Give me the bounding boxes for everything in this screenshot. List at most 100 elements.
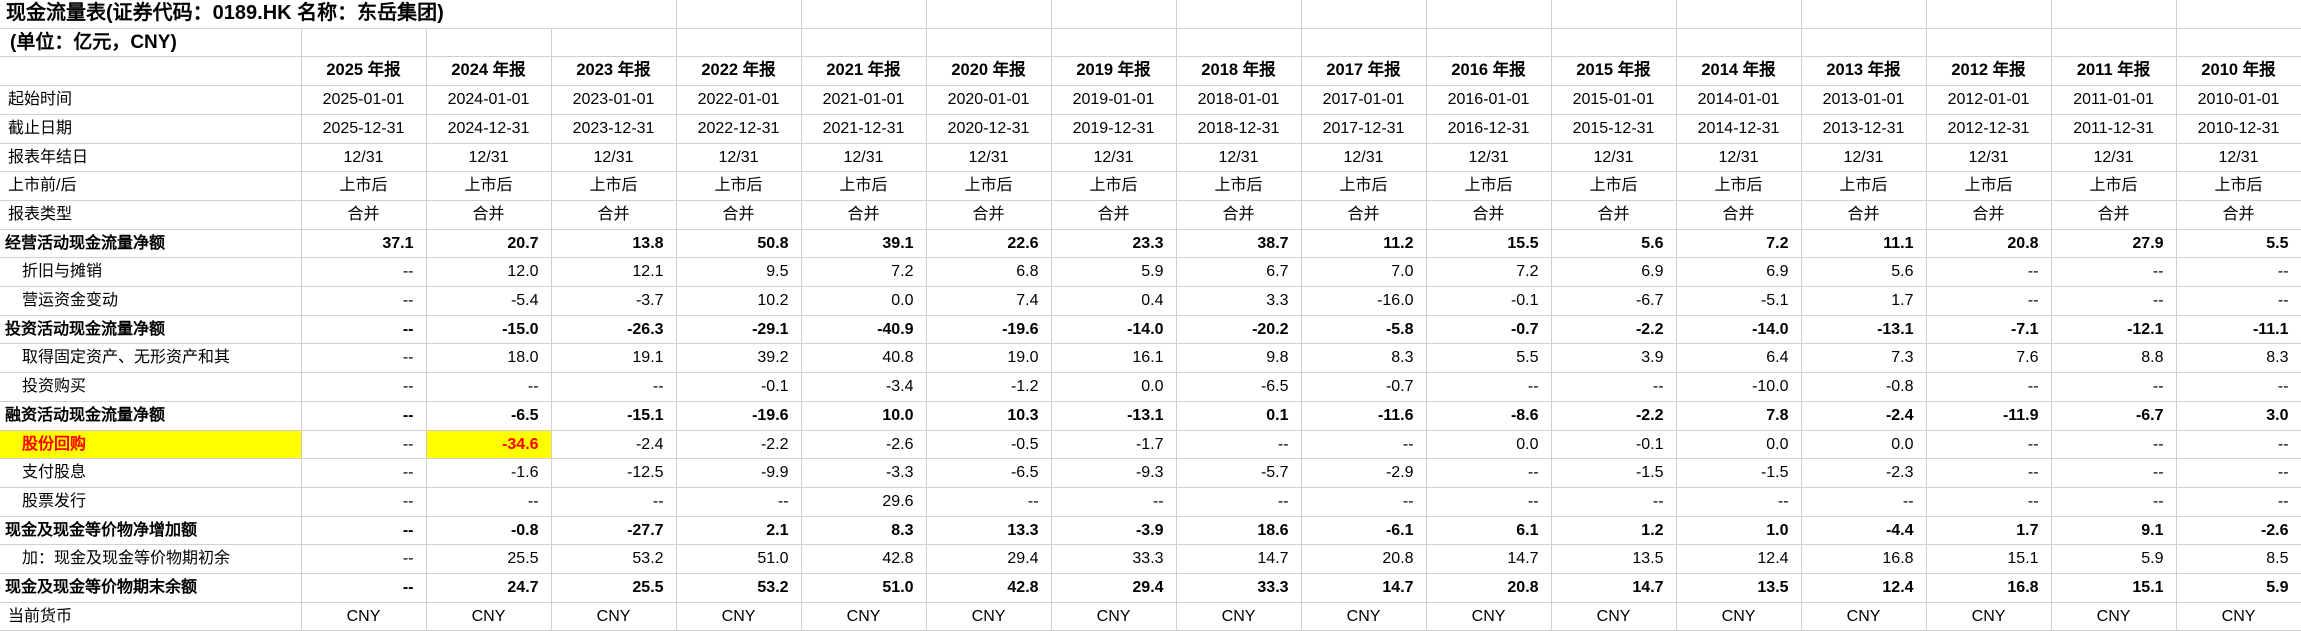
cell: --: [551, 372, 677, 402]
cell: -19.6: [676, 401, 802, 431]
report-title: 现金流量表(证券代码：0189.HK 名称：东岳集团): [0, 0, 552, 29]
cell: 7.3: [1801, 343, 1927, 374]
cell: -40.9: [801, 315, 927, 345]
cell: -15.1: [551, 401, 677, 431]
cell: 合并: [1801, 200, 1927, 230]
cell: -0.1: [1551, 430, 1677, 460]
cell: 2017-12-31: [1301, 114, 1427, 144]
cell: 20.8: [1926, 229, 2052, 259]
cell: 合并: [551, 200, 677, 230]
cell: -3.4: [801, 372, 927, 402]
row-label: 折旧与摊销: [0, 257, 302, 288]
cell: CNY: [1426, 602, 1552, 631]
cell: 8.3: [801, 516, 927, 546]
cell: 15.5: [1426, 229, 1552, 259]
cell: -34.6: [426, 430, 552, 460]
cell: 2016-12-31: [1426, 114, 1552, 144]
cell: 53.2: [551, 544, 677, 575]
cell: 2018-12-31: [1176, 114, 1302, 144]
row-label: 现金及现金等价物净增加额: [0, 516, 302, 546]
cell: 16.1: [1051, 343, 1177, 374]
cell: --: [2176, 286, 2301, 316]
cell: 2022-01-01: [676, 85, 802, 115]
cell: 合并: [1426, 200, 1552, 230]
cell: -12.5: [551, 458, 677, 488]
cell: 上市后: [2051, 171, 2177, 201]
cell: 14.7: [1301, 573, 1427, 603]
empty-cell: [1801, 0, 1927, 29]
cell: 1.7: [1926, 516, 2052, 546]
cell: -8.6: [1426, 401, 1552, 431]
cell: -6.5: [926, 458, 1052, 488]
cell: 9.8: [1176, 343, 1302, 374]
cell: 13.5: [1551, 544, 1677, 575]
year-column-header: 2023 年报: [551, 56, 677, 87]
row-label: 报表年结日: [0, 143, 302, 173]
cell: --: [2176, 458, 2301, 488]
cell: 12/31: [1176, 143, 1302, 173]
cell: 14.7: [1426, 544, 1552, 575]
cell: 9.5: [676, 257, 802, 288]
cell: 合并: [1051, 200, 1177, 230]
cell: 5.6: [1551, 229, 1677, 259]
empty-cell: [2051, 0, 2177, 29]
cell: 2020-01-01: [926, 85, 1052, 115]
cell: --: [2051, 286, 2177, 316]
cell: -20.2: [1176, 315, 1302, 345]
cell: -2.3: [1801, 458, 1927, 488]
cell: 10.0: [801, 401, 927, 431]
cell: 7.8: [1676, 401, 1802, 431]
cell: 2024-12-31: [426, 114, 552, 144]
cell: 上市后: [1801, 171, 1927, 201]
cell: 2018-01-01: [1176, 85, 1302, 115]
cell: -3.7: [551, 286, 677, 316]
cell: --: [926, 487, 1052, 517]
cell: 13.5: [1676, 573, 1802, 603]
cell: 6.4: [1676, 343, 1802, 374]
year-column-header: 2014 年报: [1676, 56, 1802, 87]
cell: 42.8: [801, 544, 927, 575]
cell: CNY: [801, 602, 927, 631]
cell: -0.7: [1426, 315, 1552, 345]
cell: --: [2176, 372, 2301, 402]
cell: -13.1: [1801, 315, 1927, 345]
cell: 20.8: [1301, 544, 1427, 575]
cell: 5.6: [1801, 257, 1927, 288]
cell: --: [1301, 430, 1427, 460]
row-label: 报表类型: [0, 200, 302, 230]
row-label: 截止日期: [0, 114, 302, 144]
empty-cell: [1676, 0, 1802, 29]
cell: 11.1: [1801, 229, 1927, 259]
cell: 合并: [1676, 200, 1802, 230]
year-column-header: 2022 年报: [676, 56, 802, 87]
cell: 2025-12-31: [301, 114, 427, 144]
cell: 25.5: [426, 544, 552, 575]
cell: 7.2: [1676, 229, 1802, 259]
cell: 8.8: [2051, 343, 2177, 374]
cell: -6.5: [426, 401, 552, 431]
cell: -5.1: [1676, 286, 1802, 316]
cell: 5.5: [2176, 229, 2301, 259]
cell: 2012-12-31: [1926, 114, 2052, 144]
cell: 合并: [1301, 200, 1427, 230]
cell: --: [301, 372, 427, 402]
cell: 12/31: [301, 143, 427, 173]
cell: 2012-01-01: [1926, 85, 2052, 115]
cell: 22.6: [926, 229, 1052, 259]
year-column-header: 2019 年报: [1051, 56, 1177, 87]
cell: --: [301, 343, 427, 374]
cell: 2010-01-01: [2176, 85, 2301, 115]
cell: --: [301, 487, 427, 517]
cell: -0.5: [926, 430, 1052, 460]
cell: 12/31: [1676, 143, 1802, 173]
cell: --: [1926, 257, 2052, 288]
cell: 合并: [801, 200, 927, 230]
cell: 51.0: [676, 544, 802, 575]
cell: 上市后: [926, 171, 1052, 201]
cell: 13.8: [551, 229, 677, 259]
cell: -0.1: [676, 372, 802, 402]
empty-cell: [1301, 0, 1427, 29]
cell: -1.2: [926, 372, 1052, 402]
cell: 2010-12-31: [2176, 114, 2301, 144]
